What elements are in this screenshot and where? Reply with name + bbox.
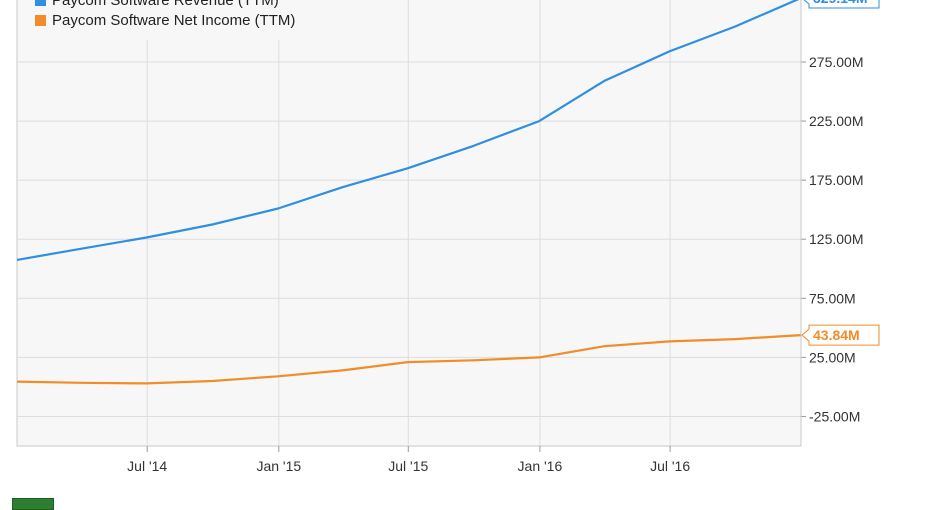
plot-area [17,0,801,446]
y-tick-label: 125.00M [809,231,863,247]
x-axis: Jul '14 Jan '15 Jul '15 Jan '16 Jul '16 [127,446,690,474]
end-label-value: 329.14M [813,0,867,6]
x-tick-label: Jul '14 [127,458,167,474]
y-tick-label: -25.00M [809,408,860,424]
x-tick-label: Jan '15 [256,458,301,474]
legend-label-revenue: Paycom Software Revenue (TTM) [52,0,279,9]
legend-swatch-net-income [35,15,46,26]
legend-swatch-revenue [35,0,46,6]
y-axis: -25.00M 25.00M 75.00M 125.00M 175.00M 225.00M… [801,0,863,446]
legend-label-net-income: Paycom Software Net Income (TTM) [52,12,295,29]
y-tick-label: 175.00M [809,172,863,188]
x-tick-label: Jan '16 [518,458,563,474]
ycharts-logo [12,498,54,510]
y-tick-label: 225.00M [809,113,863,129]
y-tick-label: 25.00M [809,349,856,365]
x-tick-label: Jul '16 [650,458,690,474]
x-tick-label: Jul '15 [388,458,428,474]
end-label-value: 43.84M [813,327,860,343]
y-tick-label: 75.00M [809,290,856,306]
y-tick-label: 275.00M [809,54,863,70]
legend: Paycom Software Revenue (TTM) Paycom Sof… [30,0,382,40]
